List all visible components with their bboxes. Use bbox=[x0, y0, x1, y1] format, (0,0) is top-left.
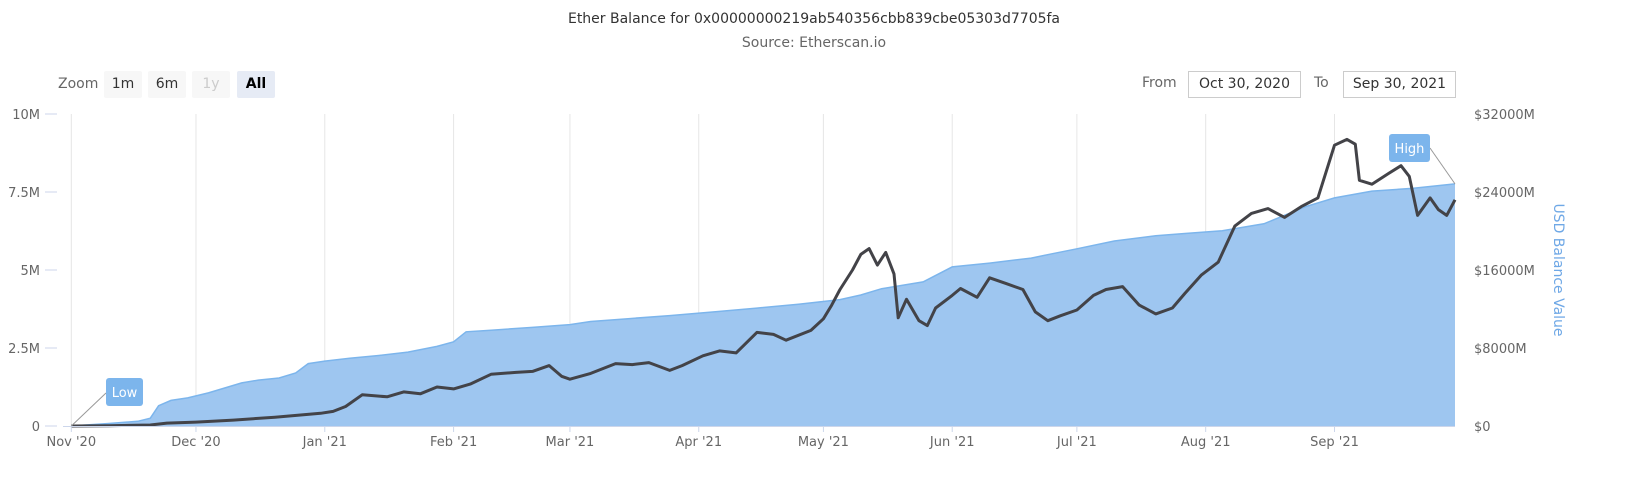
to-label: To bbox=[1314, 75, 1329, 91]
x-tick-label: Nov '20 bbox=[46, 435, 96, 450]
zoom-1y-button[interactable]: 1y bbox=[192, 71, 230, 98]
axes: Nov '20 Dec '20 Jan '21 Feb '21 Mar '21 Apr '… bbox=[8, 108, 1566, 450]
flags: Low High bbox=[70, 134, 1456, 427]
area-series bbox=[71, 183, 1456, 427]
chart-subtitle: Source: Etherscan.io bbox=[741, 35, 887, 51]
zoom-6m-button[interactable]: 6m bbox=[148, 71, 186, 98]
x-tick-label: Jan '21 bbox=[302, 435, 347, 450]
y-right-tick-label: $0 bbox=[1474, 420, 1491, 435]
eth-balance-area bbox=[71, 183, 1455, 426]
y-right-axis-title: USD Balance Value bbox=[1550, 203, 1566, 336]
x-tick-label: Jul '21 bbox=[1056, 435, 1097, 450]
from-date-input[interactable]: Oct 30, 2020 bbox=[1188, 71, 1301, 98]
y-left-tick-label: 2.5M bbox=[8, 342, 40, 357]
zoom-label: Zoom bbox=[58, 76, 99, 92]
from-label: From bbox=[1142, 75, 1177, 91]
low-flag-connector bbox=[70, 392, 107, 427]
y-right-tick-label: $32000M bbox=[1474, 108, 1535, 123]
x-tick-label: Dec '20 bbox=[171, 435, 220, 450]
high-flag bbox=[1389, 134, 1430, 162]
y-right-tick-label: $8000M bbox=[1474, 342, 1527, 357]
y-right-tick-label: $16000M bbox=[1474, 264, 1535, 279]
x-tick-label: Apr '21 bbox=[675, 435, 722, 450]
line-series bbox=[71, 137, 1457, 428]
x-tick-label: Feb '21 bbox=[430, 435, 477, 450]
x-tick-label: Jun '21 bbox=[929, 435, 975, 450]
x-tick-label: May '21 bbox=[798, 435, 849, 450]
y-left-tick-label: 0 bbox=[32, 420, 40, 435]
zoom-1m-button[interactable]: 1m bbox=[104, 71, 142, 98]
chart-title: Ether Balance for 0x00000000219ab540356c… bbox=[567, 11, 1061, 27]
high-flag-label: High bbox=[1395, 142, 1425, 157]
eth-balance-area-edge bbox=[71, 183, 1456, 427]
y-left-tick-label: 10M bbox=[12, 108, 40, 123]
low-flag bbox=[106, 378, 143, 406]
x-tick-label: Sep '21 bbox=[1310, 435, 1359, 450]
y-left-tick-label: 5M bbox=[21, 264, 41, 279]
x-tick-label: Mar '21 bbox=[546, 435, 595, 450]
x-tick-label: Aug '21 bbox=[1181, 435, 1231, 450]
zoom-all-button[interactable]: All bbox=[237, 71, 275, 98]
to-date-input[interactable]: Sep 30, 2021 bbox=[1343, 71, 1456, 98]
y-right-tick-label: $24000M bbox=[1474, 186, 1535, 201]
low-flag-label: Low bbox=[112, 386, 138, 401]
y-left-tick-label: 7.5M bbox=[8, 186, 40, 201]
high-flag-connector bbox=[1429, 147, 1456, 185]
usd-value-line bbox=[71, 137, 1457, 428]
